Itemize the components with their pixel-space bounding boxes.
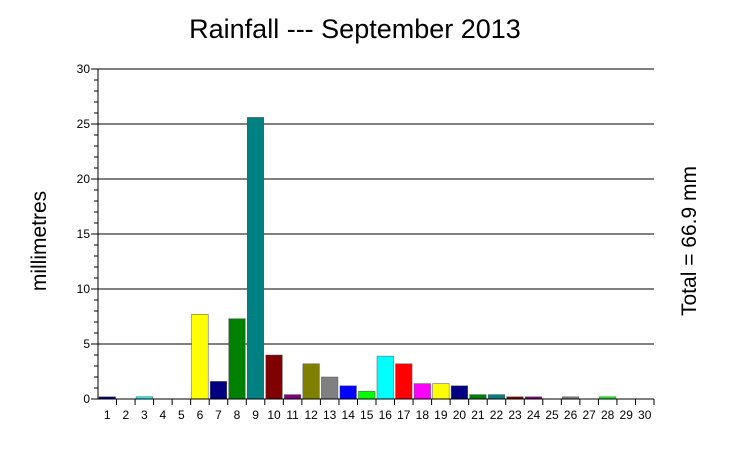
x-tick-label: 8 bbox=[234, 408, 241, 422]
y-tick-label: 5 bbox=[83, 337, 90, 351]
bar-day-9 bbox=[247, 117, 265, 400]
bar-day-22 bbox=[487, 394, 505, 400]
bar-day-10 bbox=[265, 354, 283, 400]
bar-day-15 bbox=[358, 391, 376, 400]
y-tick-label: 15 bbox=[77, 227, 91, 241]
x-tick-label: 24 bbox=[527, 408, 541, 422]
x-tick-label: 14 bbox=[342, 408, 356, 422]
x-tick-label: 26 bbox=[564, 408, 578, 422]
chart-title: Rainfall --- September 2013 bbox=[189, 14, 521, 44]
x-tick-label: 12 bbox=[304, 408, 318, 422]
bar-day-21 bbox=[469, 394, 487, 400]
x-tick-label: 3 bbox=[141, 408, 148, 422]
bar-day-16 bbox=[376, 355, 394, 400]
x-tick-label: 13 bbox=[323, 408, 337, 422]
x-tick-label: 5 bbox=[178, 408, 185, 422]
x-tick-label: 16 bbox=[379, 408, 393, 422]
x-tick-label: 4 bbox=[160, 408, 167, 422]
x-tick-label: 22 bbox=[490, 408, 504, 422]
y-tick-label: 0 bbox=[83, 392, 90, 406]
x-tick-label: 20 bbox=[453, 408, 467, 422]
x-tick-label: 9 bbox=[252, 408, 259, 422]
bar-day-6 bbox=[191, 314, 209, 400]
bar-day-13 bbox=[321, 376, 339, 400]
y-tick-label: 20 bbox=[77, 172, 91, 186]
x-tick-label: 27 bbox=[582, 408, 596, 422]
x-tick-labels: 1 2 3 4 5 6 7 8 9 10 11 12 13 14 15 16 17 18 19 20 21 22 23 24 2… bbox=[104, 408, 652, 422]
bar-day-17 bbox=[395, 363, 413, 400]
bar-day-11 bbox=[284, 394, 302, 400]
x-tick-label: 21 bbox=[471, 408, 485, 422]
y-tick-labels: 0 5 10 15 20 25 30 bbox=[77, 62, 91, 406]
bar-day-18 bbox=[413, 383, 431, 400]
gridlines bbox=[98, 68, 654, 345]
bar-day-8 bbox=[228, 318, 246, 400]
x-tick-label: 10 bbox=[267, 408, 281, 422]
bar-day-12 bbox=[302, 363, 320, 400]
x-tick-label: 23 bbox=[508, 408, 522, 422]
x-tick-label: 1 bbox=[104, 408, 111, 422]
x-tick-label: 19 bbox=[434, 408, 448, 422]
x-tick-label: 7 bbox=[215, 408, 222, 422]
x-tick-label: 28 bbox=[601, 408, 615, 422]
bar-day-14 bbox=[339, 385, 357, 400]
y-tick-label: 30 bbox=[77, 62, 91, 76]
axes bbox=[91, 68, 655, 405]
x-tick-label: 25 bbox=[545, 408, 559, 422]
bar-day-7 bbox=[209, 381, 227, 400]
x-tick-label: 11 bbox=[286, 408, 299, 422]
x-tick-label: 15 bbox=[360, 408, 374, 422]
x-tick-label: 30 bbox=[638, 408, 652, 422]
x-tick-label: 6 bbox=[197, 408, 204, 422]
bars bbox=[98, 117, 617, 400]
y-tick-label: 25 bbox=[77, 117, 91, 131]
bar-day-19 bbox=[432, 383, 450, 400]
x-tick-label: 2 bbox=[122, 408, 129, 422]
y-tick-label: 10 bbox=[77, 282, 91, 296]
bar-day-20 bbox=[450, 385, 468, 400]
x-tick-label: 18 bbox=[416, 408, 430, 422]
x-tick-label: 29 bbox=[620, 408, 634, 422]
x-tick-label: 17 bbox=[397, 408, 411, 422]
